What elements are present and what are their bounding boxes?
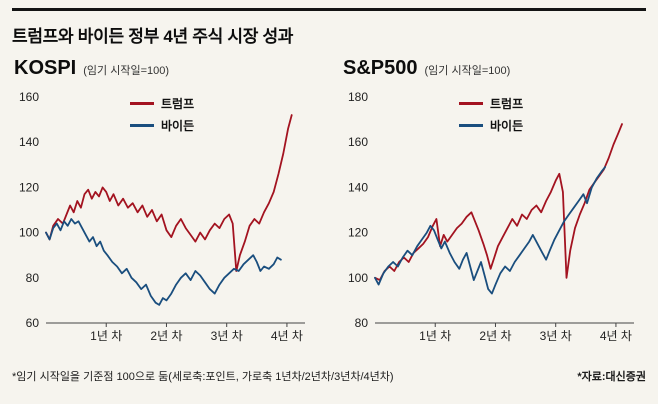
y-tick-label: 100 (348, 271, 368, 285)
legend-label-trump: 트럼프 (161, 97, 195, 111)
footnote-methodology: *임기 시작일을 기준점 100으로 둠(세로축:포인트, 가로축 1년차/2년… (12, 371, 394, 383)
x-tick-label: 4년 차 (600, 329, 632, 343)
sp500-chart-title: S&P500 (343, 57, 418, 79)
kospi-chart-subtitle: (임기 시작일=100) (83, 65, 170, 77)
biden-line-swatch (459, 124, 483, 127)
x-tick-label: 3년 차 (540, 329, 572, 343)
footnotes: *임기 시작일을 기준점 100으로 둠(세로축:포인트, 가로축 1년차/2년… (12, 368, 646, 384)
kospi-line-chart: 60 80 100 120 140 160 1년 차 2년 차 3년 차 4년 차 (19, 90, 305, 343)
y-tick-label: 140 (348, 180, 368, 194)
kospi-legend: 트럼프 바이든 (130, 95, 194, 134)
x-tick-label: 4년 차 (271, 329, 303, 343)
kospi-chart-header: KOSPI (임기 시작일=100) (14, 57, 317, 83)
x-tick-label: 2년 차 (479, 329, 511, 343)
legend-label-biden: 바이든 (161, 119, 195, 133)
trump-series-line (374, 123, 623, 282)
legend-label-biden: 바이든 (490, 119, 524, 133)
x-tick-label: 1년 차 (419, 329, 451, 343)
y-tick-label: 160 (348, 135, 368, 149)
y-tick-label: 160 (19, 90, 39, 104)
y-tick-label: 180 (348, 90, 368, 104)
sp500-chart-subtitle: (임기 시작일=100) (424, 65, 511, 77)
kospi-plot-area: 트럼프 바이든 60 80 100 120 140 160 1년 차 2년 차 3년 차 4년 차 (12, 85, 317, 358)
sp500-chart-header: S&P500 (임기 시작일=100) (343, 57, 646, 83)
kospi-chart-panel: KOSPI (임기 시작일=100) 트럼프 바이든 60 80 100 120 140… (12, 57, 317, 358)
x-tick-label: 3년 차 (211, 329, 243, 343)
trump-line-swatch (130, 102, 154, 105)
y-tick-label: 80 (26, 271, 40, 285)
legend-item-trump: 트럼프 (459, 95, 523, 112)
sp500-chart-panel: S&P500 (임기 시작일=100) 트럼프 바이든 80 100 120 140 1… (341, 57, 646, 358)
charts-row: KOSPI (임기 시작일=100) 트럼프 바이든 60 80 100 120 140… (12, 57, 646, 358)
page-title: 트럼프와 바이든 정부 4년 주식 시장 성과 (12, 27, 294, 46)
kospi-chart-title: KOSPI (14, 57, 77, 79)
legend-item-trump: 트럼프 (130, 95, 194, 112)
y-tick-label: 80 (355, 316, 369, 330)
top-divider (12, 8, 646, 11)
sp500-line-chart: 80 100 120 140 160 180 1년 차 2년 차 3년 차 4년 차 (348, 90, 634, 343)
biden-series-line (45, 218, 282, 306)
x-tick-label: 1년 차 (90, 329, 122, 343)
footnote-source: *자료:대신증권 (577, 371, 646, 383)
y-tick-label: 120 (348, 226, 368, 240)
legend-item-biden: 바이든 (130, 117, 194, 134)
legend-label-trump: 트럼프 (490, 97, 524, 111)
trump-series-line (45, 114, 293, 272)
y-tick-label: 140 (19, 135, 39, 149)
y-tick-label: 120 (19, 180, 39, 194)
biden-line-swatch (130, 124, 154, 127)
sp500-legend: 트럼프 바이든 (459, 95, 523, 134)
legend-item-biden: 바이든 (459, 117, 523, 134)
x-tick-label: 2년 차 (150, 329, 182, 343)
y-tick-label: 100 (19, 226, 39, 240)
sp500-plot-area: 트럼프 바이든 80 100 120 140 160 180 1년 차 2년 차 3년 차 4년 … (341, 85, 646, 358)
trump-line-swatch (459, 102, 483, 105)
biden-series-line (374, 166, 607, 295)
y-tick-label: 60 (26, 316, 40, 330)
